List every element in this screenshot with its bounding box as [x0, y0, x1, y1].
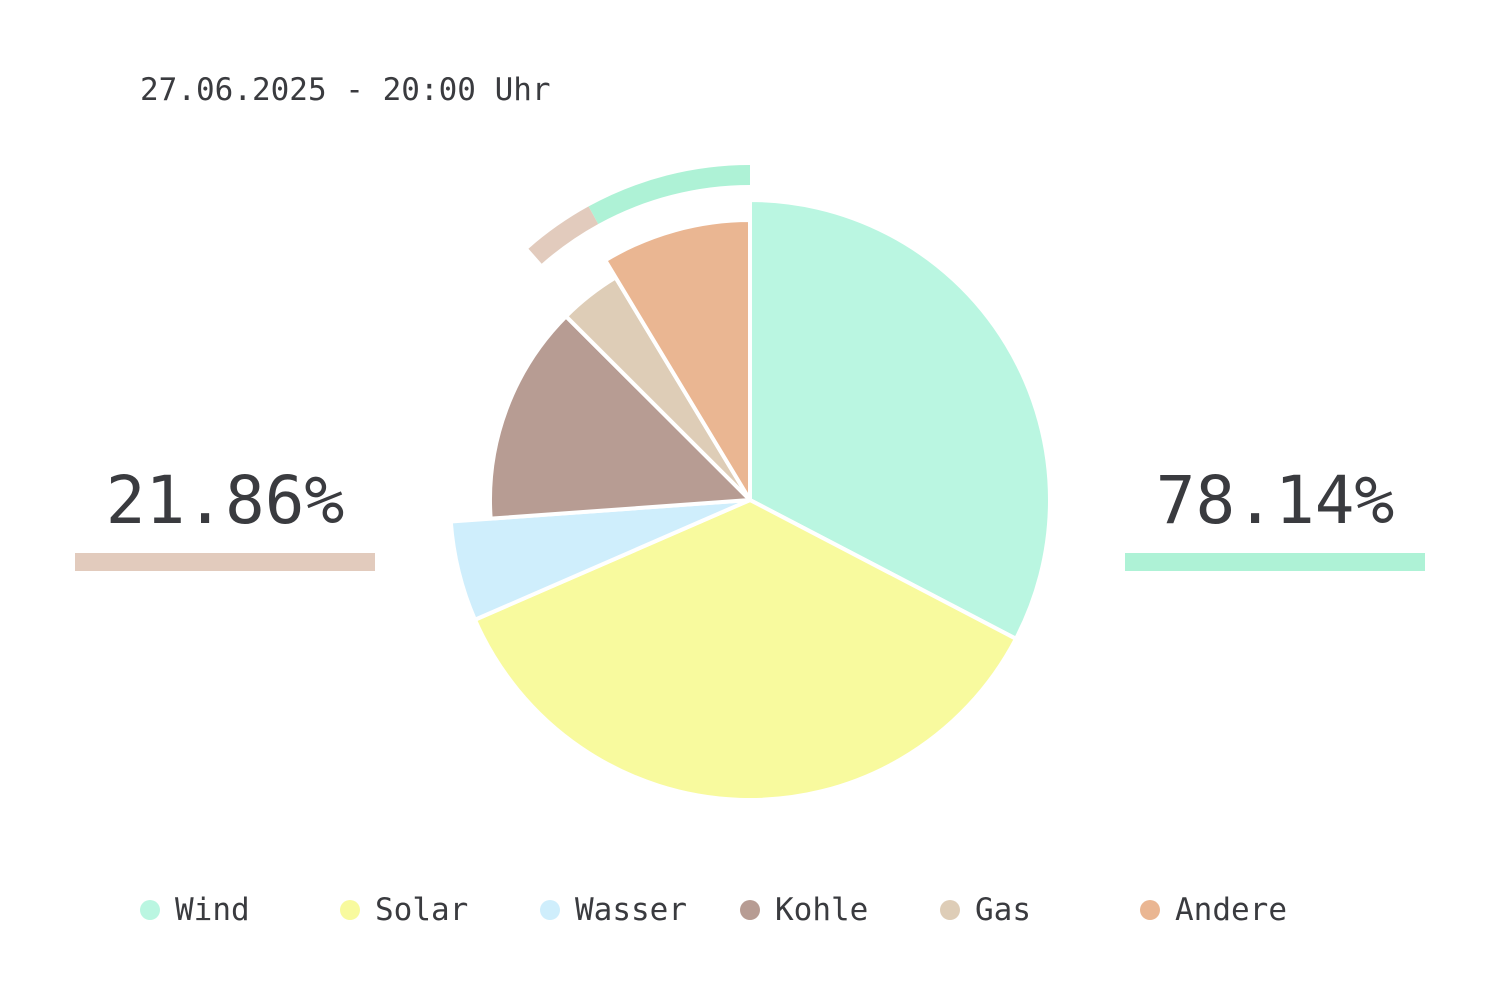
legend-swatch-andere: [1140, 900, 1160, 920]
legend-label-wind: Wind: [175, 892, 250, 928]
legend-swatch-gas: [940, 900, 960, 920]
legend-swatch-kohle: [740, 900, 760, 920]
fossil-bar: [75, 553, 375, 571]
legend-item-gas[interactable]: Gas: [940, 892, 1031, 928]
renewable-percent: 78.14%: [1155, 462, 1395, 539]
pie-slice-kohle[interactable]: [488, 314, 752, 521]
legend-item-wasser[interactable]: Wasser: [540, 892, 687, 928]
legend-item-andere[interactable]: Andere: [1140, 892, 1287, 928]
legend-item-solar[interactable]: Solar: [340, 892, 468, 928]
pie-slice-solar[interactable]: [472, 498, 1018, 802]
legend-label-kohle: Kohle: [775, 892, 869, 928]
legend-label-andere: Andere: [1175, 892, 1287, 928]
pie-slice-andere[interactable]: [603, 218, 752, 502]
fossil-percent: 21.86%: [105, 462, 345, 539]
legend-label-solar: Solar: [375, 892, 469, 928]
legend-item-kohle[interactable]: Kohle: [740, 892, 868, 928]
chart-timestamp: 27.06.2025 - 20:00 Uhr: [140, 72, 551, 108]
outer-ring-renewable: [588, 165, 751, 224]
pie-slice-wind[interactable]: [748, 198, 1052, 641]
legend-swatch-wind: [140, 900, 160, 920]
legend-item-wind[interactable]: Wind: [140, 892, 250, 928]
outer-ring-fossil: [528, 206, 599, 264]
renewable-bar: [1125, 553, 1425, 571]
legend-swatch-wasser: [540, 900, 560, 920]
legend-swatch-solar: [340, 900, 360, 920]
legend-label-gas: Gas: [975, 892, 1031, 928]
pie-slice-wasser[interactable]: [448, 498, 752, 622]
legend-label-wasser: Wasser: [575, 892, 687, 928]
